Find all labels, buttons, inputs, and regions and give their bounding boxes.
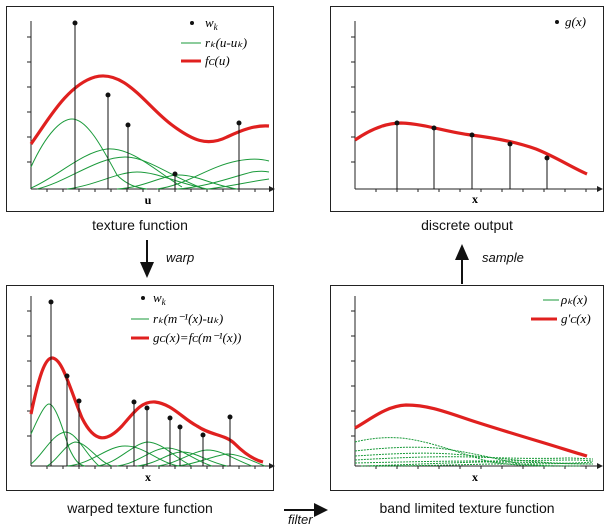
kernel-curves (30, 118, 270, 190)
discrete-output-caption: discrete output (421, 217, 513, 233)
x-ticks (375, 466, 587, 469)
warp-label: warp (166, 250, 195, 265)
x-ticks (375, 189, 587, 192)
x-axis-arrowhead (597, 186, 603, 192)
legend-sample-marker (555, 20, 559, 24)
texture-function-caption: texture function (92, 217, 188, 233)
axis-label-x: x (472, 470, 478, 484)
x-axis-arrowhead (269, 186, 275, 192)
texture-function-panel: wk rₖ(u-uₖ) fᴄ(u) u (6, 6, 275, 212)
output-curve (354, 121, 588, 176)
axis-label-x: x (472, 192, 478, 206)
legend-kernels-label: ρₖ(x) (560, 292, 587, 307)
band-limited-caption: band limited texture function (379, 500, 555, 516)
warped-texture-plot: wk rₖ(m⁻¹(x)-uₖ) gᴄ(x)=fᴄ(m⁻¹(x)) x (27, 290, 275, 484)
discrete-output-plot: g(x) x (351, 14, 603, 206)
legend-weights-label: wk (153, 290, 167, 307)
weight-stems (72, 20, 242, 189)
x-axis-arrowhead (269, 463, 275, 469)
legend-weight-marker (141, 296, 145, 300)
function-curve (29, 74, 270, 145)
filter-arrowhead (314, 503, 328, 517)
legend-samples-label: g(x) (565, 14, 586, 29)
axis-label-u: u (145, 193, 152, 207)
x-axis-arrowhead (597, 463, 603, 469)
warped-texture-panel: wk rₖ(m⁻¹(x)-uₖ) gᴄ(x)=fᴄ(m⁻¹(x)) x (6, 285, 275, 491)
y-ticks (27, 310, 31, 437)
weight-stems (48, 299, 233, 466)
kernel-curves (30, 403, 266, 467)
y-ticks (351, 36, 355, 163)
band-limited-plot: ρₖ(x) g′ᴄ(x) x (351, 292, 603, 484)
legend-kernels-label: rₖ(u-uₖ) (205, 35, 247, 50)
discrete-output-panel: g(x) x (330, 6, 604, 212)
x-ticks (46, 466, 256, 469)
kernel-curves (354, 437, 594, 467)
y-ticks (351, 310, 355, 437)
y-ticks (27, 36, 31, 163)
texture-function-plot: wk rₖ(u-uₖ) fᴄ(u) u (27, 15, 275, 207)
legend-weights-label: wk (205, 15, 219, 32)
warp-arrowhead (140, 262, 154, 278)
filter-label: filter (288, 512, 313, 527)
sample-arrowhead (455, 244, 469, 260)
function-curve (354, 403, 588, 458)
warped-texture-caption: warped texture function (67, 500, 213, 516)
axis-label-x: x (145, 470, 151, 484)
sample-stems (394, 120, 550, 189)
function-curve (29, 356, 264, 464)
legend-kernels-label: rₖ(m⁻¹(x)-uₖ) (153, 311, 223, 326)
legend-function-label: gᴄ(x)=fᴄ(m⁻¹(x)) (153, 330, 241, 345)
legend-function-label: fᴄ(u) (205, 53, 230, 68)
x-ticks (46, 189, 256, 192)
band-limited-panel: ρₖ(x) g′ᴄ(x) x (330, 285, 604, 491)
legend-function-label: g′ᴄ(x) (561, 311, 591, 326)
legend-weight-marker (190, 21, 194, 25)
sample-label: sample (482, 250, 524, 265)
